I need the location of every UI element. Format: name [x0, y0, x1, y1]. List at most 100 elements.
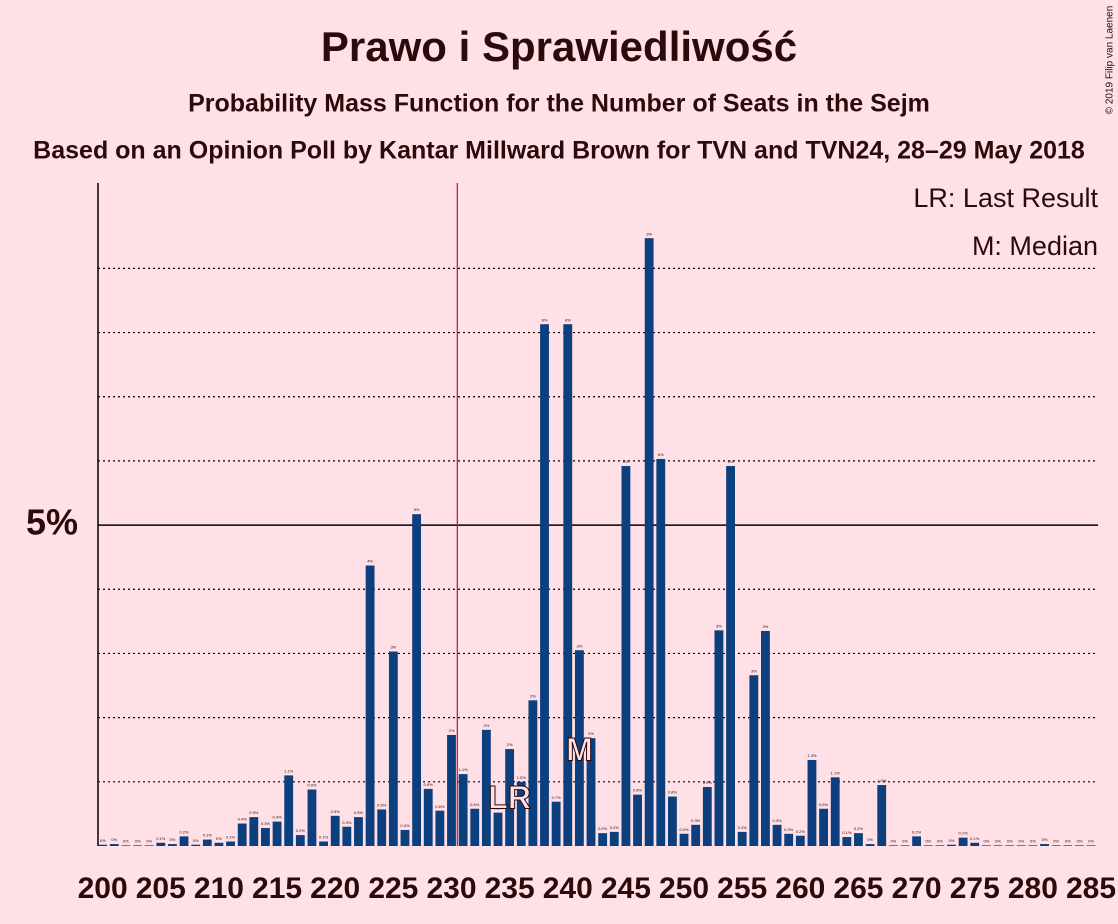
- bar: [761, 630, 770, 846]
- bar: [877, 785, 887, 846]
- bar: [1005, 845, 1015, 846]
- bar: [447, 734, 456, 846]
- bar: [1086, 845, 1096, 846]
- legend-entry: LR: Last Result: [913, 183, 1098, 213]
- bar: [854, 833, 863, 846]
- bar: [493, 812, 503, 846]
- bar: [342, 826, 352, 846]
- bar: [272, 821, 282, 846]
- bar: [98, 844, 108, 846]
- value-label: 0.5%: [249, 810, 259, 815]
- value-label: 0.6%: [470, 802, 480, 807]
- bar: [993, 845, 1003, 846]
- bar: [121, 845, 131, 846]
- value-label: 0.2%: [179, 829, 189, 834]
- bar: [981, 845, 991, 846]
- x-tick-label: 260: [775, 872, 825, 905]
- bar: [772, 824, 782, 846]
- legend-entry: M: Median: [972, 231, 1098, 261]
- value-label: 0%: [111, 837, 117, 842]
- value-label: 0.7%: [552, 795, 562, 800]
- bar: [249, 817, 259, 846]
- x-tick-label: 245: [601, 872, 651, 905]
- value-label: 0%: [1018, 838, 1024, 843]
- bar: [947, 844, 956, 846]
- bar: [633, 794, 642, 846]
- bar: [900, 845, 910, 846]
- bar: [598, 833, 608, 846]
- value-label: 0.3%: [261, 821, 271, 826]
- value-label: 2%: [588, 731, 594, 736]
- bar: [179, 836, 189, 846]
- bar: [609, 831, 619, 846]
- x-tick-label: 285: [1066, 872, 1116, 905]
- value-label: 0%: [937, 838, 943, 843]
- x-tick-label: 230: [426, 872, 476, 905]
- value-label: 9%: [646, 231, 652, 236]
- bar: [574, 650, 584, 846]
- bar: [784, 833, 794, 846]
- bar: [1028, 845, 1038, 846]
- bar: [1063, 845, 1073, 846]
- value-label: 0.1%: [842, 830, 852, 835]
- value-label: 6%: [728, 459, 734, 464]
- value-label: 6%: [623, 459, 629, 464]
- value-label: 1.0%: [877, 778, 887, 783]
- x-tick-label: 215: [252, 872, 302, 905]
- bar: [354, 817, 363, 846]
- value-label: 0.1%: [226, 835, 236, 840]
- value-label: 8%: [565, 317, 571, 322]
- bar: [1040, 844, 1049, 846]
- bar: [726, 466, 735, 846]
- value-label: 0%: [170, 837, 176, 842]
- value-label: 0%: [1053, 838, 1059, 843]
- bar: [226, 841, 235, 846]
- value-label: 0.9%: [703, 780, 713, 785]
- value-label: 3%: [577, 643, 583, 648]
- bar: [656, 458, 666, 846]
- value-label: 2%: [530, 693, 536, 698]
- bar: [888, 845, 898, 846]
- bar: [319, 841, 328, 846]
- bar: [202, 839, 212, 846]
- x-tick-label: 225: [368, 872, 418, 905]
- value-label: 1.0%: [517, 775, 527, 780]
- bar: [795, 835, 805, 846]
- value-label: 2%: [449, 728, 455, 733]
- value-label: 0.2%: [296, 828, 306, 833]
- bar: [365, 565, 375, 846]
- chart-caption: Based on an Opinion Poll by Kantar Millw…: [33, 137, 1085, 165]
- bar: [505, 749, 515, 846]
- value-label: 0.5%: [354, 810, 364, 815]
- bar: [644, 238, 654, 846]
- x-tick-label: 255: [717, 872, 767, 905]
- value-label: 0.3%: [773, 818, 783, 823]
- bar: [284, 775, 294, 846]
- value-label: 8%: [542, 317, 548, 322]
- value-label: 2%: [483, 723, 489, 728]
- value-label: 0%: [949, 838, 955, 843]
- value-label: 0.1%: [156, 836, 166, 841]
- bar: [970, 842, 980, 846]
- value-label: 0%: [146, 838, 152, 843]
- value-label: 0.2%: [796, 829, 806, 834]
- x-tick-label: 265: [833, 872, 883, 905]
- value-label: 0.6%: [435, 804, 445, 809]
- x-tick-label: 270: [892, 872, 942, 905]
- marker-label: M: [566, 731, 593, 767]
- value-label: 1.1%: [459, 767, 469, 772]
- bar: [586, 738, 596, 846]
- bar: [133, 845, 142, 846]
- value-label: 5%: [414, 507, 420, 512]
- value-label: 6%: [658, 452, 664, 457]
- value-label: 0%: [1077, 838, 1083, 843]
- value-label: 0.4%: [273, 815, 283, 820]
- chart-title: Prawo i Sprawiedliwość: [321, 23, 797, 70]
- marker-label: LR: [488, 779, 531, 815]
- bar: [714, 630, 724, 846]
- bar: [458, 774, 468, 846]
- bar: [423, 788, 433, 846]
- bar: [1051, 845, 1061, 846]
- x-tick-label: 220: [310, 872, 360, 905]
